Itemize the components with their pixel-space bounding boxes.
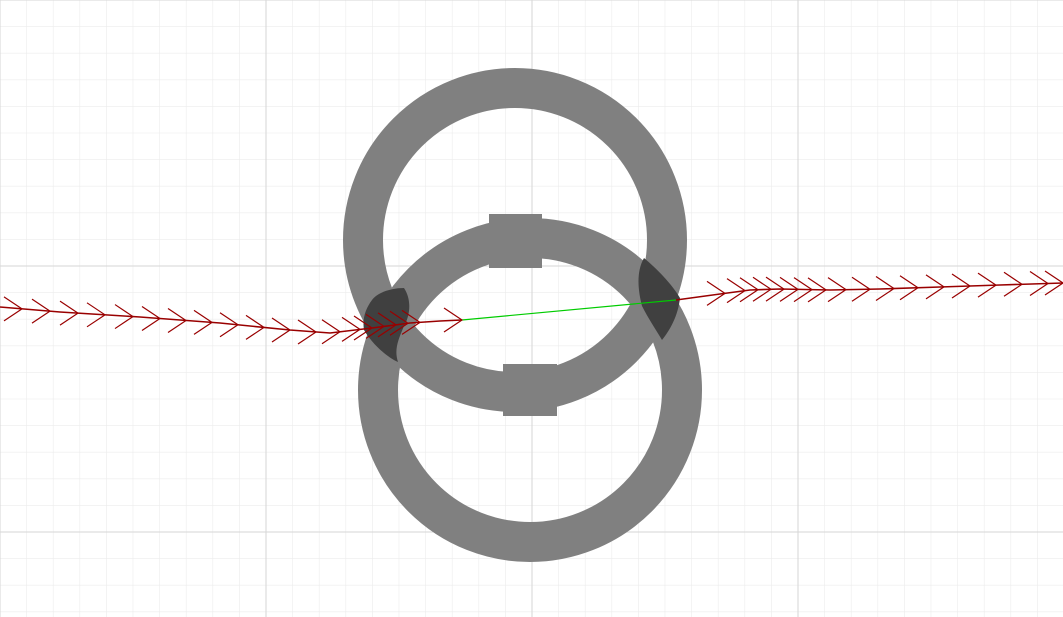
direction-chevron <box>779 276 800 302</box>
direction-chevron <box>925 274 946 300</box>
ring-overlap-left <box>363 288 410 362</box>
direction-chevron <box>1003 271 1024 297</box>
direction-chevron <box>726 278 747 304</box>
direction-chevron <box>1029 270 1050 296</box>
direction-chevron <box>167 307 188 333</box>
bridge-segment <box>461 299 677 321</box>
direction-chevron <box>114 304 135 330</box>
direction-chevron <box>31 298 52 324</box>
direction-chevron <box>1044 270 1063 296</box>
direction-chevron <box>297 319 318 345</box>
direction-chevron <box>245 314 266 340</box>
trajectory-path <box>0 306 463 334</box>
left-trajectory[interactable] <box>0 296 464 345</box>
direction-chevron <box>219 312 240 338</box>
direction-chevron <box>443 307 464 333</box>
trajectory-path <box>675 282 1063 301</box>
direction-chevron <box>851 276 872 302</box>
lower-ring[interactable] <box>358 218 702 562</box>
direction-chevron <box>271 317 292 343</box>
direction-chevron <box>3 296 24 322</box>
direction-chevron <box>739 277 760 303</box>
direction-chevron <box>827 277 848 303</box>
direction-chevron <box>321 319 342 345</box>
direction-chevron <box>899 275 920 301</box>
direction-chevron <box>365 313 386 339</box>
direction-chevron <box>706 280 727 306</box>
rings-layer <box>343 68 702 562</box>
lower-ring-band[interactable] <box>358 218 702 562</box>
right-trajectory[interactable] <box>675 270 1063 306</box>
direction-chevron <box>951 273 972 299</box>
direction-chevron <box>793 277 814 303</box>
direction-chevron <box>193 309 214 335</box>
direction-chevron <box>59 300 80 326</box>
direction-chevron <box>765 276 786 302</box>
direction-chevron <box>353 315 374 341</box>
direction-chevron <box>875 276 896 302</box>
direction-chevron <box>401 309 422 335</box>
direction-chevron <box>141 306 162 331</box>
direction-chevron <box>807 277 828 303</box>
ring-overlap-right <box>638 258 680 340</box>
direction-chevron <box>86 302 107 328</box>
direction-chevron <box>752 276 773 302</box>
direction-chevron <box>377 312 398 338</box>
direction-chevron <box>389 310 410 336</box>
direction-chevron <box>341 316 362 342</box>
direction-chevron <box>977 272 998 298</box>
lower-ring-tab <box>503 364 557 416</box>
